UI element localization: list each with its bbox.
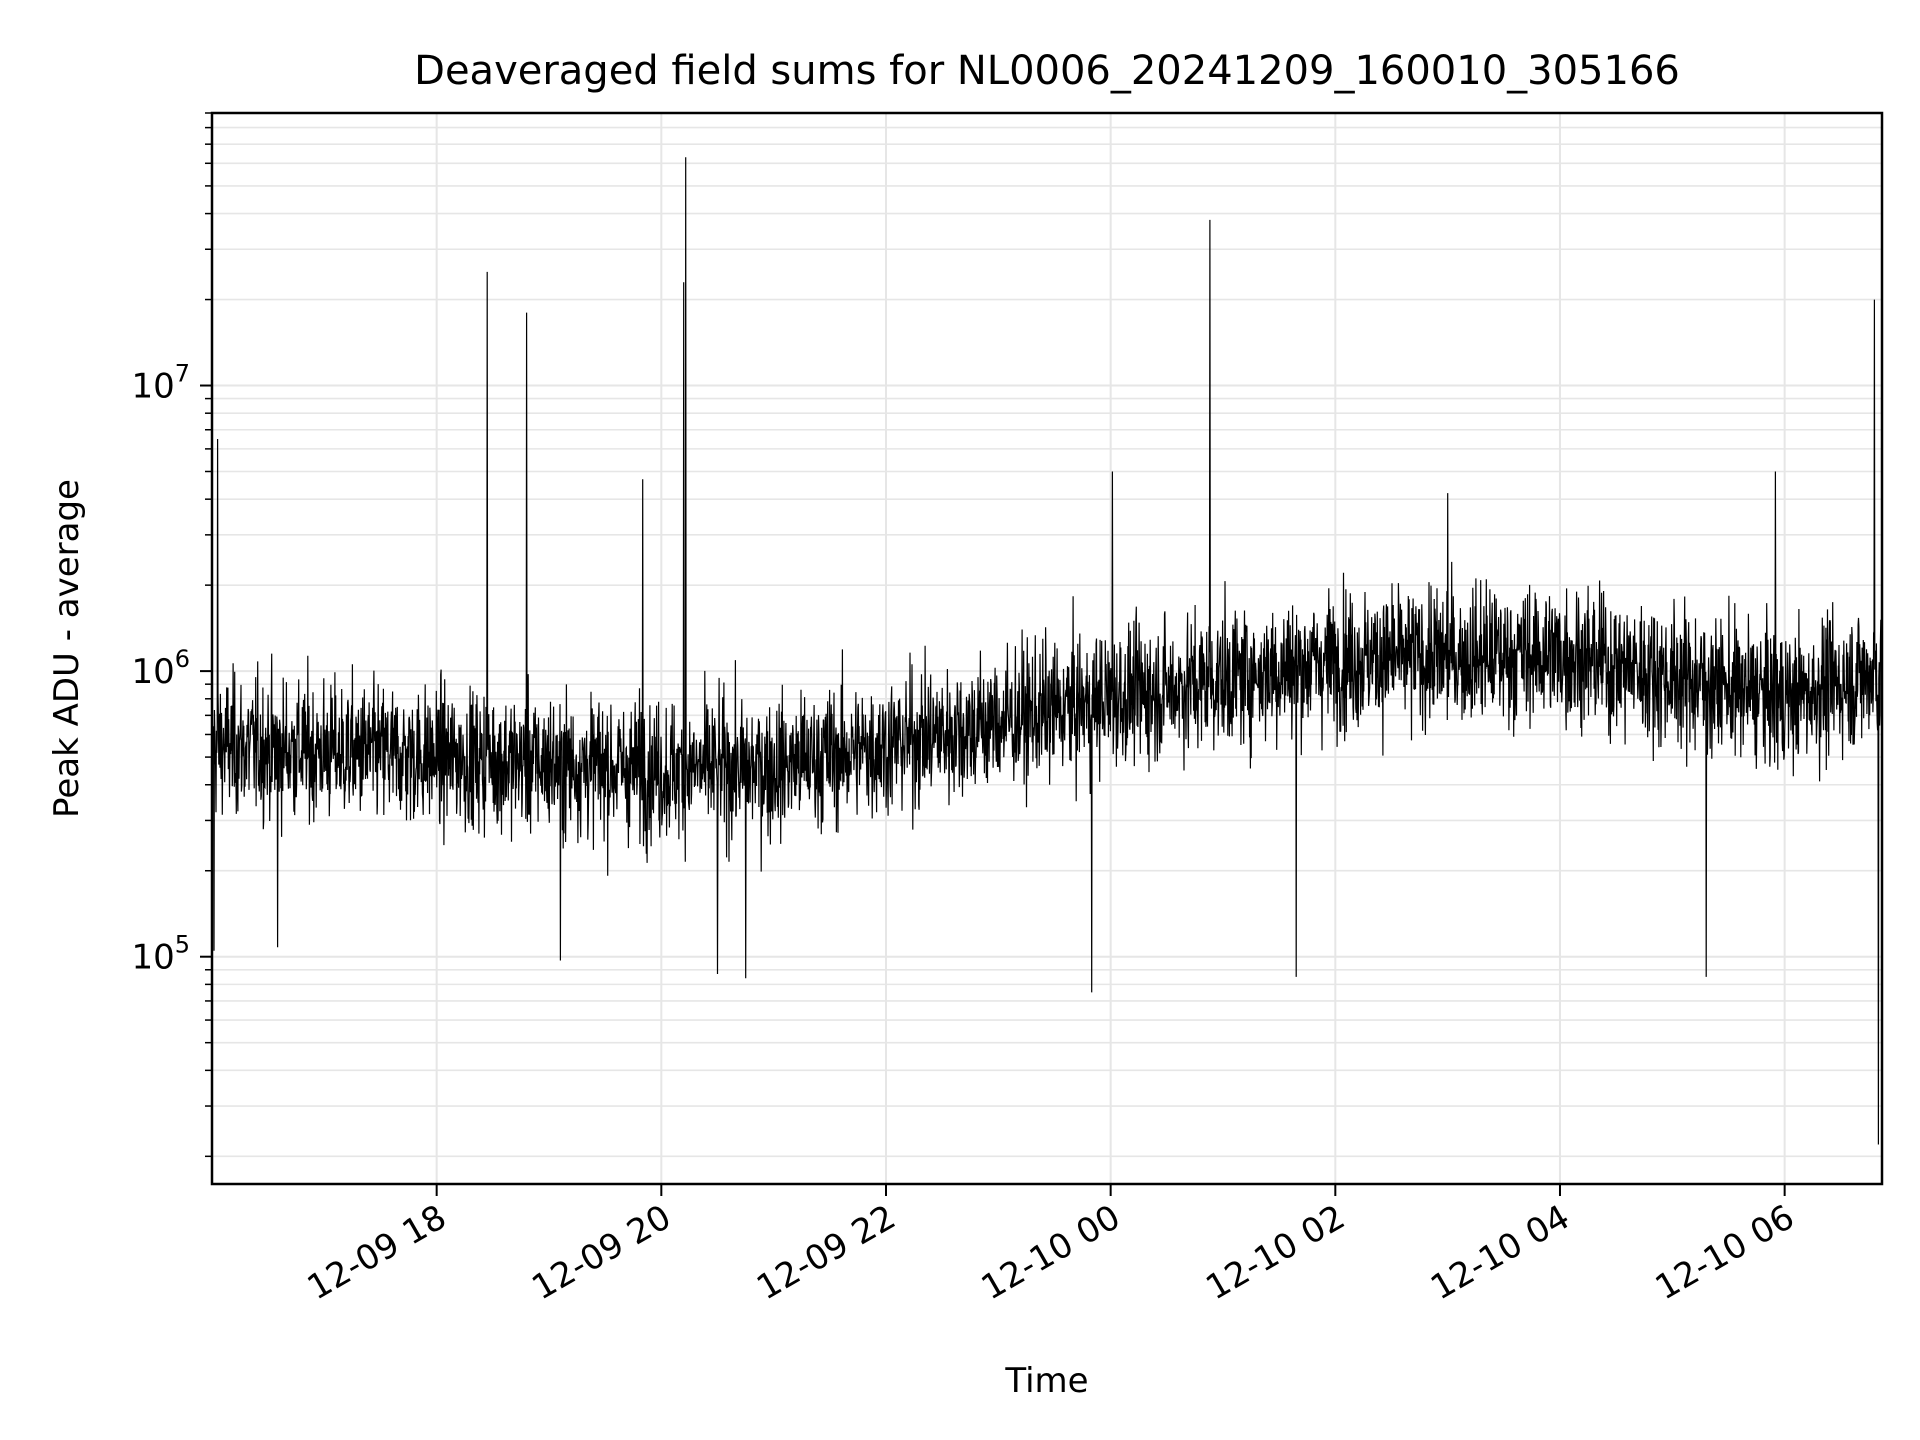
- x-tick-label: 12-09 22: [750, 1197, 902, 1308]
- chart-title: Deaveraged field sums for NL0006_2024120…: [414, 48, 1680, 94]
- x-tick-label: 12-09 20: [525, 1197, 677, 1308]
- series-path: [211, 157, 1883, 1145]
- y-tick-label: 105: [131, 931, 190, 978]
- x-tick-label: 12-09 18: [301, 1197, 453, 1308]
- x-tick-label: 12-10 00: [975, 1197, 1127, 1308]
- y-axis-ticks: 105 106 107: [131, 112, 212, 1158]
- grid-lines: [212, 112, 1882, 1184]
- x-tick-label: 12-10 06: [1649, 1197, 1801, 1308]
- x-tick-label: 12-10 02: [1199, 1197, 1351, 1308]
- x-axis-label: Time: [1004, 1361, 1088, 1401]
- x-tick-label: 12-10 04: [1424, 1197, 1576, 1308]
- y-axis-label: Peak ADU - average: [47, 479, 87, 818]
- x-axis-ticks: 12-09 18 12-09 20 12-09 22 12-10 00 12-10 02…: [301, 1184, 1801, 1308]
- y-tick-label: 106: [131, 645, 190, 692]
- series-line: [211, 157, 1883, 1145]
- y-tick-label: 107: [131, 360, 190, 407]
- plot-frame: [210, 111, 1884, 1186]
